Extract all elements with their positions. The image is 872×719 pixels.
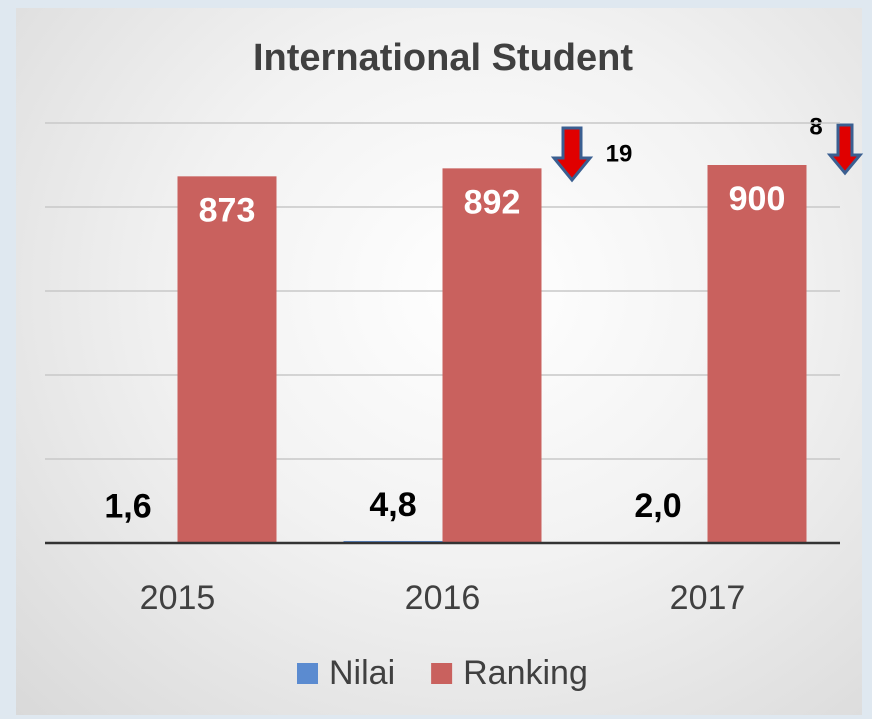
chart-title: International Student <box>253 37 633 79</box>
arrow <box>550 126 594 183</box>
legend-label: Nilai <box>329 654 395 692</box>
x-tick-label: 2017 <box>670 579 746 617</box>
data-label: 4,8 <box>369 486 416 524</box>
bar <box>707 165 807 543</box>
x-tick-label: 2016 <box>405 579 481 617</box>
legend-label: Ranking <box>463 654 588 692</box>
data-label: 2,0 <box>634 487 681 525</box>
arrow <box>826 123 864 176</box>
annotation: 8 <box>809 113 822 140</box>
data-label: 873 <box>199 191 256 229</box>
legend-swatch <box>431 663 453 684</box>
legend-swatch <box>297 663 318 684</box>
bar <box>177 176 277 543</box>
data-label: 892 <box>464 183 521 221</box>
bar <box>442 168 542 544</box>
x-tick-label: 2015 <box>140 579 216 617</box>
data-label: 900 <box>729 180 786 218</box>
annotation: 19 <box>606 140 633 167</box>
data-label: 1,6 <box>104 487 151 525</box>
